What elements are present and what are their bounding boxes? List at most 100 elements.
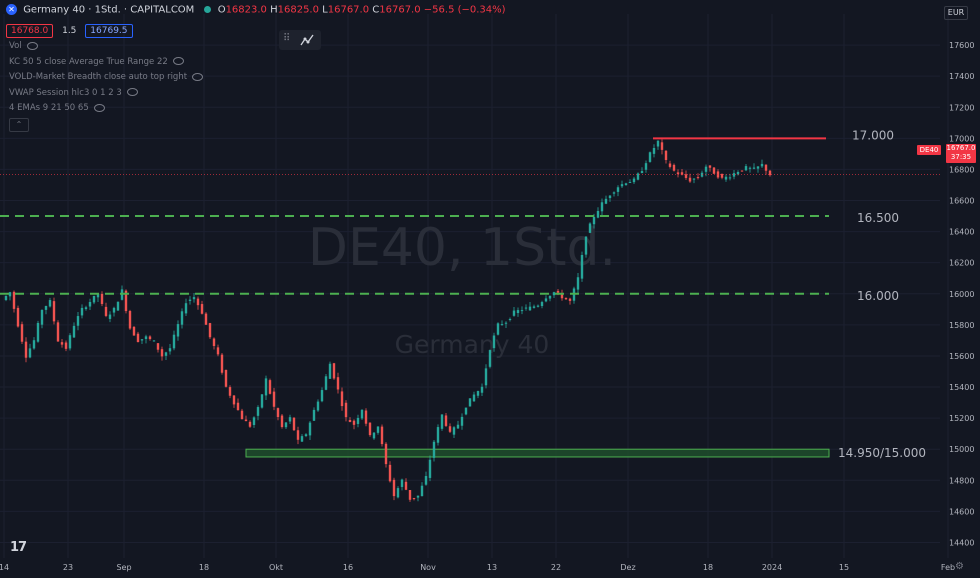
candle bbox=[740, 170, 744, 172]
symbol-header[interactable]: ✕ Germany 40 · 1Std. · CAPITALCOM O16823… bbox=[6, 4, 506, 16]
candle bbox=[116, 301, 120, 311]
watermark-name: Germany 40 bbox=[395, 330, 550, 359]
last-price-tag: 16767.0 37:35 bbox=[946, 144, 976, 163]
candle bbox=[236, 398, 240, 411]
indicator-label: VOLD-Market Breadth close auto top right bbox=[9, 72, 188, 82]
ask-button[interactable]: 16769.5 bbox=[85, 24, 133, 38]
candle bbox=[496, 322, 500, 336]
indicator-legend-item[interactable]: KC 50 5 close Average True Range 22 bbox=[9, 57, 184, 67]
candle bbox=[576, 273, 580, 293]
candle bbox=[720, 173, 724, 180]
settings-gear-icon[interactable]: ⚙ bbox=[955, 561, 964, 572]
ohlc-key-l: L bbox=[322, 4, 328, 16]
currency-button[interactable]: EUR bbox=[944, 6, 968, 20]
x-tick-label: 22 bbox=[551, 563, 561, 572]
eye-icon[interactable] bbox=[126, 88, 138, 96]
change-value: −56.5 (−0.34%) bbox=[423, 4, 506, 16]
candle bbox=[648, 151, 652, 163]
candle bbox=[368, 422, 372, 437]
indicator-legend-item[interactable]: VOLD-Market Breadth close auto top right bbox=[9, 72, 204, 82]
candle bbox=[504, 321, 508, 329]
level-label: 16.500 bbox=[857, 211, 899, 225]
collapse-indicators-button[interactable]: ⌃ bbox=[9, 118, 29, 132]
candle bbox=[712, 167, 716, 174]
candle bbox=[196, 296, 200, 310]
y-tick-label: 16200 bbox=[949, 259, 974, 268]
candle bbox=[104, 302, 108, 318]
candle bbox=[612, 191, 616, 197]
tradingview-logo-icon[interactable]: 17 bbox=[10, 540, 27, 555]
y-tick-label: 15000 bbox=[949, 445, 974, 454]
candle bbox=[528, 302, 532, 311]
candle bbox=[392, 477, 396, 501]
candle bbox=[644, 160, 648, 173]
indicator-legend-item[interactable]: 4 EMAs 9 21 50 65 bbox=[9, 103, 105, 113]
eye-icon[interactable] bbox=[192, 72, 204, 81]
quote-row: 16768.0 1.5 16769.5 bbox=[6, 24, 133, 38]
candle bbox=[548, 295, 552, 302]
candle bbox=[560, 289, 564, 301]
candle bbox=[640, 167, 644, 174]
x-tick-label: 13 bbox=[487, 563, 497, 572]
candle bbox=[168, 343, 172, 355]
candle bbox=[748, 166, 752, 173]
floating-toolbar[interactable]: ⠿ bbox=[279, 30, 321, 50]
eye-icon[interactable] bbox=[93, 103, 105, 112]
candle bbox=[288, 414, 292, 424]
candle bbox=[12, 290, 16, 313]
candle bbox=[272, 387, 276, 411]
candle bbox=[396, 486, 400, 499]
ohlc-values: O16823.0 H16825.0 L16767.0 C16767.0 bbox=[218, 5, 424, 16]
x-tick-label: Okt bbox=[269, 563, 283, 572]
indicator-legend-item[interactable]: Vol bbox=[9, 41, 38, 51]
candle bbox=[60, 338, 64, 348]
level-label: 17.000 bbox=[852, 128, 894, 142]
candle bbox=[20, 321, 24, 345]
symbol-title[interactable]: Germany 40 · 1Std. · CAPITALCOM bbox=[23, 4, 195, 16]
candle bbox=[568, 297, 572, 305]
ohlc-key-o: O bbox=[217, 4, 226, 16]
candle bbox=[24, 337, 28, 363]
candle bbox=[600, 198, 604, 216]
candle bbox=[188, 296, 192, 305]
candle bbox=[704, 164, 708, 177]
eye-icon[interactable] bbox=[26, 41, 38, 50]
candle bbox=[132, 326, 136, 336]
candle bbox=[420, 482, 424, 497]
candle bbox=[732, 169, 736, 180]
eye-icon[interactable] bbox=[172, 57, 184, 65]
candle bbox=[72, 322, 76, 339]
candle bbox=[636, 172, 640, 181]
candle bbox=[628, 179, 632, 183]
drawing-tool-icon[interactable] bbox=[299, 32, 315, 51]
indicator-legend-item[interactable]: VWAP Session hlc3 0 1 2 3 bbox=[9, 88, 138, 98]
bar-countdown: 37:35 bbox=[950, 153, 972, 161]
dax-logo-icon: ✕ bbox=[6, 4, 17, 15]
candle bbox=[64, 340, 68, 352]
bid-button[interactable]: 16768.0 bbox=[6, 24, 54, 38]
candle bbox=[512, 306, 516, 317]
candle bbox=[280, 413, 284, 429]
candle bbox=[324, 374, 328, 391]
x-tick-label: 18 bbox=[703, 563, 713, 572]
candle bbox=[604, 195, 608, 205]
candle bbox=[768, 169, 772, 177]
candle bbox=[472, 391, 476, 402]
candle bbox=[464, 407, 468, 416]
candle bbox=[524, 304, 528, 311]
demand-zone[interactable] bbox=[245, 448, 830, 458]
ohlc-key-h: H bbox=[270, 4, 278, 16]
candle bbox=[344, 400, 348, 422]
y-tick-label: 17400 bbox=[949, 72, 974, 81]
candle bbox=[476, 390, 480, 399]
candle bbox=[192, 292, 196, 303]
drag-handle-icon[interactable]: ⠿ bbox=[283, 33, 291, 44]
candle bbox=[508, 317, 512, 322]
candle bbox=[520, 306, 524, 315]
candle bbox=[372, 432, 376, 440]
y-tick-label: 14800 bbox=[949, 476, 974, 485]
candle bbox=[672, 163, 676, 172]
candle bbox=[100, 291, 104, 307]
